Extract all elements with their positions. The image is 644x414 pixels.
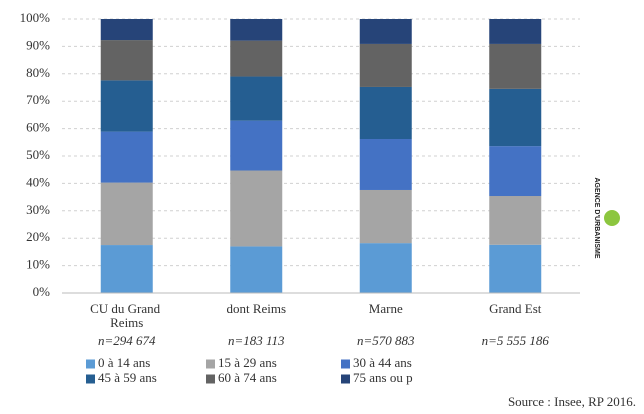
bar-segment xyxy=(489,19,542,44)
bar-segment xyxy=(230,40,283,77)
sample-size: n=183 113 xyxy=(228,333,285,348)
bar-segment xyxy=(489,244,542,293)
legend-swatch xyxy=(86,374,95,384)
bar-segment xyxy=(230,170,283,247)
y-tick-label: 100% xyxy=(20,10,51,25)
sample-size: n=294 674 xyxy=(98,333,156,348)
bar-segment xyxy=(489,88,542,147)
legend-label: 30 à 44 ans xyxy=(353,355,412,370)
bar-segment xyxy=(359,243,412,293)
bar-segment xyxy=(489,146,542,197)
bar-segment xyxy=(489,43,542,89)
y-tick-label: 20% xyxy=(26,229,50,244)
bar-segment xyxy=(100,80,153,132)
x-tick-label: Grand Est xyxy=(489,301,542,316)
legend-label: 45 à 59 ans xyxy=(98,370,157,385)
legend-label: 0 à 14 ans xyxy=(98,355,150,370)
sample-size: n=570 883 xyxy=(357,333,415,348)
y-tick-label: 50% xyxy=(26,147,50,162)
y-tick-label: 70% xyxy=(26,92,50,107)
legend-label: 75 ans ou p xyxy=(353,370,413,385)
x-tick-label: Marne xyxy=(369,301,403,316)
source: Source : Insee, RP 2016. xyxy=(508,394,636,409)
bar-segment xyxy=(100,19,153,41)
x-tick-label: dont Reims xyxy=(226,301,286,316)
y-tick-label: 10% xyxy=(26,257,50,272)
bar-segment xyxy=(359,86,412,140)
bar-segment xyxy=(100,131,153,183)
y-tick-label: 60% xyxy=(26,120,50,135)
y-tick-label: 80% xyxy=(26,65,50,80)
legend-label: 15 à 29 ans xyxy=(218,355,277,370)
y-tick-label: 30% xyxy=(26,202,50,217)
logo-mark xyxy=(604,210,620,226)
bar-segment xyxy=(359,139,412,190)
legend-swatch xyxy=(341,374,350,384)
bar-segment xyxy=(230,19,283,41)
y-tick-label: 90% xyxy=(26,37,50,52)
legend-swatch xyxy=(206,359,215,369)
bar-segment xyxy=(100,40,153,81)
bar-segment xyxy=(230,120,283,171)
bar-segment xyxy=(489,196,542,245)
bar-segment xyxy=(230,246,283,293)
legend-swatch xyxy=(341,359,350,369)
bar-segment xyxy=(359,43,412,87)
legend-swatch xyxy=(206,374,215,384)
y-tick-label: 0% xyxy=(33,284,51,299)
bar-segment xyxy=(230,76,283,121)
x-tick-label: CU du Grand Reims xyxy=(90,301,163,330)
y-tick-label: 40% xyxy=(26,174,50,189)
legend-label: 60 à 74 ans xyxy=(218,370,277,385)
logo-text: AGENCE D'URBANISME xyxy=(593,177,600,258)
bar-segment xyxy=(100,182,153,246)
sample-size: n=5 555 186 xyxy=(482,333,550,348)
legend-swatch xyxy=(86,359,95,369)
bar-segment xyxy=(359,19,412,44)
bar-segment xyxy=(359,189,412,244)
bar-segment xyxy=(100,245,153,293)
